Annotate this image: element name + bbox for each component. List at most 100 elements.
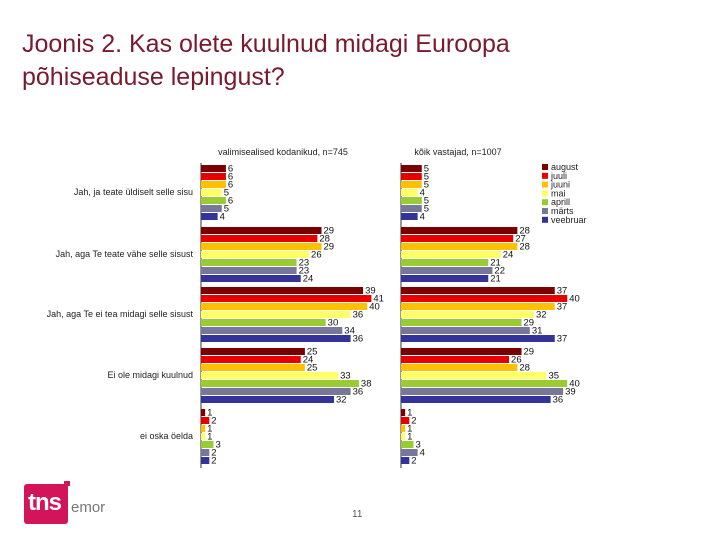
bar: [201, 287, 364, 294]
data-label: 2: [411, 456, 416, 467]
data-label: 26: [511, 355, 522, 366]
bar: [401, 433, 406, 440]
data-label: 1: [207, 408, 212, 419]
data-label: 1: [407, 408, 412, 419]
bar: [401, 449, 418, 456]
data-label: 6: [228, 196, 233, 207]
data-label: 4: [420, 448, 425, 459]
bar: [201, 396, 334, 403]
bar: [401, 251, 501, 258]
bar: [401, 295, 568, 302]
bar: [401, 235, 514, 242]
data-label: 21: [490, 274, 501, 285]
data-label: 38: [361, 379, 372, 390]
bar: [201, 213, 218, 220]
bar: [201, 165, 226, 172]
data-label: 32: [336, 395, 347, 406]
bar: [401, 348, 522, 355]
legend-swatch: [542, 190, 548, 197]
legend-label: aprill: [551, 197, 570, 207]
bar: [201, 372, 339, 379]
data-label: 29: [324, 226, 335, 237]
data-label: 1: [407, 432, 412, 443]
bar: [401, 311, 534, 318]
data-label: 24: [303, 274, 314, 285]
bar: [201, 348, 305, 355]
data-label: 40: [569, 379, 580, 390]
bar: [201, 441, 214, 448]
data-label: 36: [553, 395, 564, 406]
data-label: 40: [369, 302, 380, 313]
bar: [401, 259, 489, 266]
data-label: 4: [220, 212, 225, 223]
data-label: 25: [307, 363, 318, 374]
category-label: Jah, ja teate üldiselt selle sisu: [74, 187, 193, 197]
data-label: 28: [519, 242, 530, 253]
bar: [401, 319, 522, 326]
data-label: 5: [424, 164, 429, 175]
tns-logo: [24, 484, 68, 524]
category-label: Jah, aga Te ei tea midagi selle sisust: [47, 309, 194, 319]
legend-label: juuli: [550, 171, 567, 181]
data-label: 5: [424, 172, 429, 183]
slide-title: Joonis 2. Kas olete kuulnud midagi Euroo…: [22, 28, 682, 94]
bar: [201, 417, 210, 424]
bar: [401, 243, 518, 250]
data-label: 23: [299, 266, 310, 277]
bar: [201, 303, 368, 310]
logo-suffix: emor: [71, 499, 106, 516]
bar: [401, 441, 414, 448]
legend-label: august: [551, 162, 579, 172]
bar: [201, 311, 351, 318]
data-label: 31: [532, 326, 543, 337]
legend-swatch: [542, 172, 548, 179]
data-label: 5: [424, 196, 429, 207]
bar: [401, 287, 555, 294]
data-label: 1: [207, 432, 212, 443]
bar: [201, 243, 322, 250]
bar: [401, 275, 489, 282]
bar: [201, 173, 226, 180]
data-label: 3: [415, 440, 420, 451]
data-label: 23: [299, 258, 310, 269]
legend-swatch: [542, 181, 548, 188]
data-label: 1: [407, 424, 412, 435]
bar: [201, 205, 222, 212]
data-label: 28: [519, 226, 530, 237]
slide-title-line-2: põhiseaduse lepingust?: [22, 63, 285, 91]
data-label: 37: [557, 334, 568, 345]
bar: [201, 409, 206, 416]
bar: [201, 335, 351, 342]
data-label: 24: [303, 355, 314, 366]
data-label: 39: [365, 286, 376, 297]
legend-swatch: [542, 216, 548, 223]
bar: [201, 295, 372, 302]
bar: [401, 380, 568, 387]
data-label: 27: [515, 234, 526, 245]
legend-label: veebruar: [551, 215, 587, 225]
bar: [401, 227, 518, 234]
bar: [401, 372, 547, 379]
data-label: 22: [494, 266, 505, 277]
bar: [401, 303, 555, 310]
bar: [401, 213, 418, 220]
data-label: 35: [548, 371, 559, 382]
data-label: 5: [224, 204, 229, 215]
data-label: 6: [228, 180, 233, 191]
legend-swatch: [542, 199, 548, 206]
category-label: Ei ole midagi kuulnud: [107, 370, 193, 380]
bar: [401, 364, 518, 371]
data-label: 4: [420, 212, 425, 223]
bar: [401, 165, 422, 172]
category-label: ei oska öelda: [140, 431, 193, 441]
data-label: 5: [424, 180, 429, 191]
data-label: 25: [307, 347, 318, 358]
logo-corner-mark: [64, 481, 70, 486]
bar: [401, 356, 510, 363]
data-label: 6: [228, 164, 233, 175]
data-label: 36: [353, 387, 364, 398]
data-label: 37: [557, 286, 568, 297]
legend-swatch: [542, 164, 548, 170]
bar: [201, 356, 301, 363]
